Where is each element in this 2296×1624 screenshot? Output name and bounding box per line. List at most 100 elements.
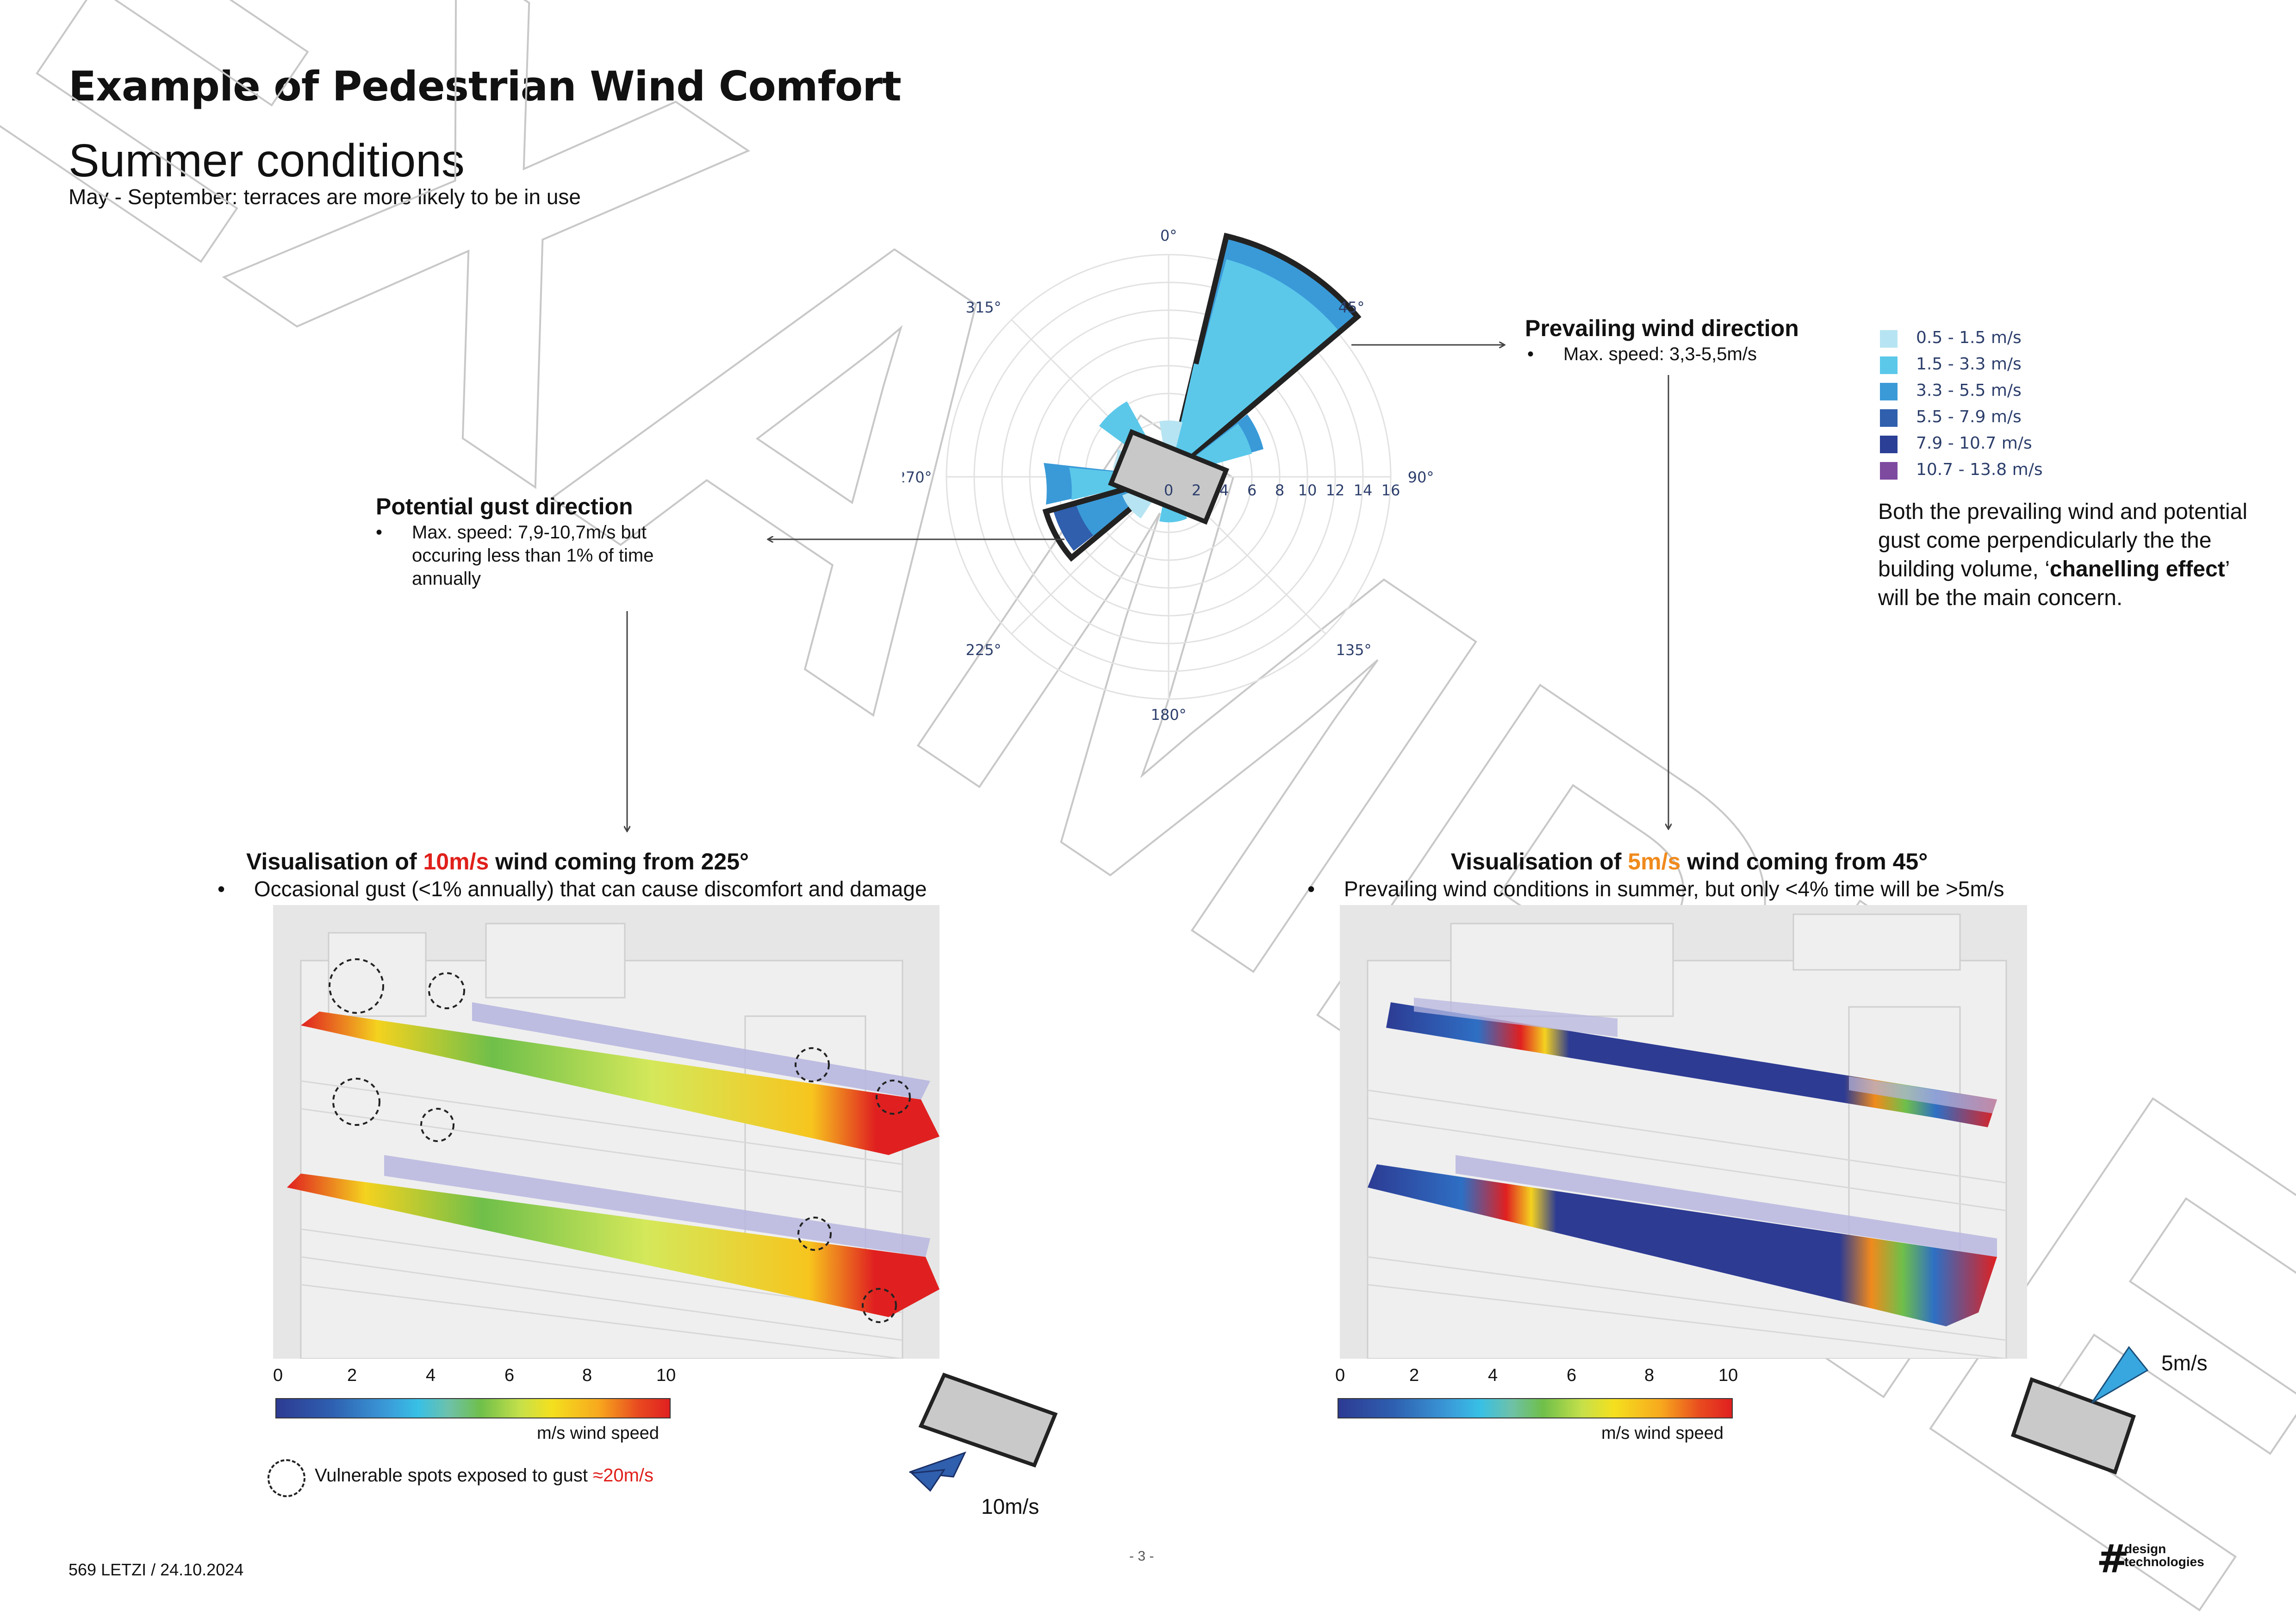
legend-swatch bbox=[1880, 409, 1898, 427]
scale-tick: 6 bbox=[1567, 1366, 1577, 1385]
legend-swatch bbox=[1880, 383, 1898, 400]
right-simulation-render bbox=[1367, 913, 2007, 1359]
legend-swatch bbox=[1880, 356, 1898, 374]
left-simulation-image bbox=[273, 905, 940, 1359]
page-subtitle: Summer conditions bbox=[68, 135, 465, 187]
prevailing-bullet: • Max. speed: 3,3-5,5m/s bbox=[1527, 343, 1759, 366]
legend-item: 7.9 - 10.7 m/s bbox=[1880, 432, 2074, 460]
legend-label: 0.5 - 1.5 m/s bbox=[1916, 328, 2022, 347]
upper-terrace-wind bbox=[1386, 1002, 1997, 1127]
bullet: • bbox=[218, 877, 225, 901]
building-icon bbox=[2010, 1377, 2136, 1475]
company-logo: # design technologies bbox=[2097, 1536, 2226, 1581]
gust-bullet: • Max. speed: 7,9-10,7m/s but occuring l… bbox=[376, 521, 700, 590]
legend-item: 0.5 - 1.5 m/s bbox=[1880, 326, 2074, 354]
footer-project: 569 LETZI / 24.10.2024 bbox=[68, 1560, 244, 1579]
lower-terrace-wind bbox=[287, 1174, 940, 1317]
upper-terrace-wind bbox=[301, 1012, 940, 1155]
vulnerable-value: ≈20m/s bbox=[593, 1465, 654, 1486]
left-wind-diagram: 10m/s bbox=[909, 1373, 1058, 1518]
scale-gradient-bar bbox=[275, 1398, 671, 1418]
page-title: Example of Pedestrian Wind Comfort bbox=[68, 62, 902, 110]
radial-tick: 16 bbox=[1381, 481, 1400, 499]
legend-label: 7.9 - 10.7 m/s bbox=[1916, 434, 2032, 453]
legend-label: 3.3 - 5.5 m/s bbox=[1916, 381, 2022, 400]
left-color-scale: 0 2 4 6 8 10 m/s wind speed bbox=[273, 1366, 690, 1449]
legend-swatch bbox=[1880, 330, 1898, 348]
direction-label: 45° bbox=[1338, 299, 1365, 316]
direction-label: 225° bbox=[965, 641, 1001, 659]
scale-tick: 10 bbox=[1718, 1366, 1738, 1385]
radial-tick: 6 bbox=[1247, 481, 1257, 499]
scale-tick: 6 bbox=[504, 1366, 515, 1385]
heading-part: wind coming from 225° bbox=[489, 849, 749, 874]
left-vis-text: Occasional gust (<1% annually) that can … bbox=[254, 877, 927, 901]
radial-tick: 12 bbox=[1326, 481, 1345, 499]
direction-label: 180° bbox=[1151, 706, 1186, 724]
legend-item: 10.7 - 13.8 m/s bbox=[1880, 458, 2074, 486]
wind-rose-legend: 0.5 - 1.5 m/s 1.5 - 3.3 m/s 3.3 - 5.5 m/… bbox=[1880, 326, 2074, 502]
wind-arrow-icon bbox=[2091, 1346, 2149, 1404]
bullet: • bbox=[1307, 877, 1315, 901]
prevailing-heading: Prevailing wind direction bbox=[1525, 315, 1799, 341]
right-vis-heading: Visualisation of 5m/s wind coming from 4… bbox=[1342, 848, 2036, 875]
left-vis-heading: Visualisation of 10m/s wind coming from … bbox=[0, 848, 995, 875]
right-simulation-image bbox=[1340, 905, 2027, 1359]
prevailing-text: Max. speed: 3,3-5,5m/s bbox=[1563, 344, 1757, 364]
heading-part: Visualisation of bbox=[1450, 849, 1628, 874]
direction-label: 90° bbox=[1408, 468, 1434, 486]
note-text: Both the prevailing wind and potential g… bbox=[1878, 500, 2247, 581]
scale-tick: 10 bbox=[656, 1366, 676, 1385]
vulnerable-legend: Vulnerable spots exposed to gust ≈20m/s bbox=[315, 1465, 653, 1486]
radial-tick: 8 bbox=[1275, 481, 1284, 499]
right-vis-bullet: • Prevailing wind conditions in summer, … bbox=[1307, 876, 2004, 901]
scale-tick: 8 bbox=[582, 1366, 592, 1385]
heading-speed: 10m/s bbox=[423, 849, 489, 874]
scale-tick: 4 bbox=[1488, 1366, 1498, 1385]
logo-text-1: design bbox=[2124, 1542, 2166, 1556]
note-text-end: ’ will be the main concern. bbox=[1878, 557, 2229, 610]
lower-terrace-wind bbox=[1368, 1164, 1997, 1326]
legend-item: 1.5 - 3.3 m/s bbox=[1880, 353, 2074, 381]
radial-tick: 4 bbox=[1220, 481, 1229, 499]
building-icon bbox=[918, 1373, 1058, 1468]
scale-tick: 0 bbox=[1335, 1366, 1345, 1385]
note-emphasis: chanelling effect bbox=[2049, 557, 2225, 581]
page-description: May - September: terraces are more likel… bbox=[68, 185, 581, 209]
direction-label: 270° bbox=[902, 468, 932, 486]
right-vis-text: Prevailing wind conditions in summer, bu… bbox=[1344, 877, 2004, 901]
legend-swatch bbox=[1880, 436, 1898, 453]
radial-tick: 10 bbox=[1298, 481, 1317, 499]
scale-label: m/s wind speed bbox=[1601, 1424, 1724, 1443]
legend-item: 3.3 - 5.5 m/s bbox=[1880, 379, 2074, 407]
scale-label: m/s wind speed bbox=[537, 1424, 660, 1443]
legend-label: 1.5 - 3.3 m/s bbox=[1916, 355, 2022, 374]
vulnerable-spot-icon bbox=[268, 1459, 305, 1497]
building-footprint bbox=[1108, 429, 1229, 525]
heading-part: Visualisation of bbox=[246, 849, 423, 874]
legend-label: 10.7 - 13.8 m/s bbox=[1916, 460, 2043, 479]
radial-tick: 2 bbox=[1192, 481, 1201, 499]
legend-item: 5.5 - 7.9 m/s bbox=[1880, 406, 2074, 433]
right-color-scale: 0 2 4 6 8 10 m/s wind speed bbox=[1335, 1366, 1752, 1449]
right-arrow-label: 5m/s bbox=[2161, 1351, 2208, 1375]
left-arrow-label: 10m/s bbox=[981, 1494, 1039, 1518]
legend-swatch bbox=[1880, 462, 1898, 480]
bullet: • bbox=[1527, 344, 1534, 364]
scale-tick: 2 bbox=[347, 1366, 357, 1385]
gust-heading: Potential gust direction bbox=[376, 493, 633, 519]
radial-tick: 0 bbox=[1164, 481, 1173, 499]
left-simulation-render bbox=[287, 923, 940, 1359]
radial-tick: 14 bbox=[1354, 481, 1373, 499]
heading-part: wind coming from 45° bbox=[1680, 849, 1928, 874]
scale-tick: 2 bbox=[1409, 1366, 1419, 1385]
page-number: - 3 - bbox=[1129, 1549, 1154, 1564]
left-vis-bullet: • Occasional gust (<1% annually) that ca… bbox=[218, 876, 927, 901]
vulnerable-text: Vulnerable spots exposed to gust bbox=[315, 1465, 593, 1486]
scale-tick: 0 bbox=[273, 1366, 283, 1385]
scale-tick: 8 bbox=[1644, 1366, 1655, 1385]
logo-mark: # bbox=[2097, 1536, 2129, 1581]
legend-label: 5.5 - 7.9 m/s bbox=[1916, 407, 2022, 426]
scale-gradient-bar bbox=[1338, 1398, 1733, 1418]
